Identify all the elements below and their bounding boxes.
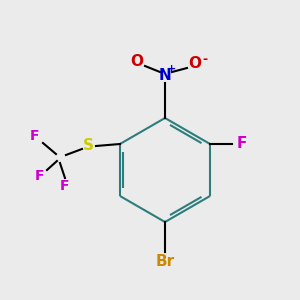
Text: +: + (167, 64, 177, 74)
Text: F: F (237, 136, 247, 152)
Text: S: S (82, 139, 94, 154)
Text: -: - (202, 52, 208, 65)
Text: O: O (130, 55, 143, 70)
Text: F: F (30, 129, 40, 143)
Text: O: O (188, 56, 202, 71)
Text: F: F (35, 169, 45, 183)
Text: N: N (159, 68, 171, 83)
Text: Br: Br (155, 254, 175, 269)
Text: F: F (60, 179, 70, 193)
